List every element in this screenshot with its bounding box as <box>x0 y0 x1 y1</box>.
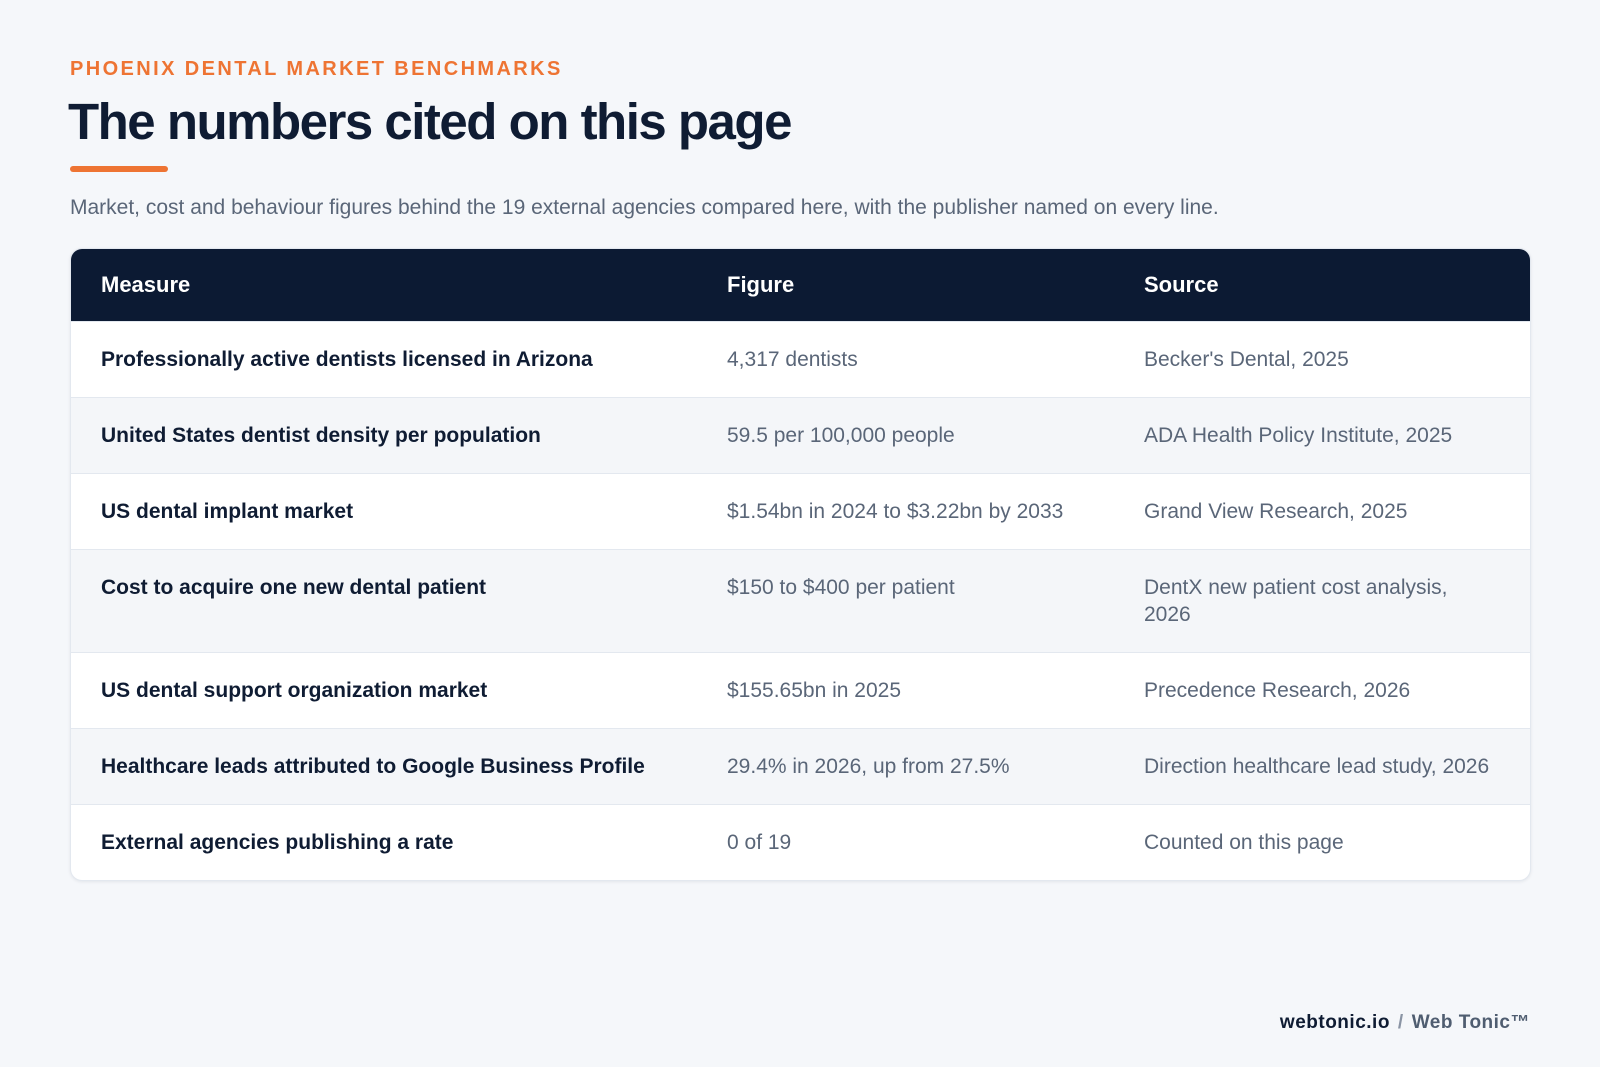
footer-brand: Web Tonic™ <box>1411 1012 1530 1033</box>
column-header: Source <box>1114 249 1530 322</box>
table-row: External agencies publishing a rate 0 of … <box>71 804 1530 880</box>
figure-cell: $1.54bn in 2024 to $3.22bn by 2033 <box>697 473 1114 550</box>
measure-cell: External agencies publishing a rate <box>71 804 697 880</box>
source-cell: DentX new patient cost analysis, 2026 <box>1114 549 1530 653</box>
figure-cell: $155.65bn in 2025 <box>697 652 1114 729</box>
source-cell: Direction healthcare lead study, 2026 <box>1114 728 1530 805</box>
title: The numbers cited on this page <box>68 93 792 150</box>
benchmarks-table: Measure Figure Source Professionally activ… <box>71 249 1530 880</box>
table-body: Professionally active dentists licensed … <box>71 321 1530 880</box>
header-row: Measure Figure Source <box>71 249 1530 322</box>
accent-bar <box>70 166 168 172</box>
source-cell: Precedence Research, 2026 <box>1114 652 1530 729</box>
footer-site: webtonic.io <box>1279 1012 1390 1033</box>
table-row: Cost to acquire one new dental patient $1… <box>71 549 1530 653</box>
footer-separator: / <box>1397 1012 1404 1033</box>
subtitle: Market, cost and behaviour figures behin… <box>70 196 1219 219</box>
table-row: US dental implant market $1.54bn in 2024 … <box>71 473 1530 550</box>
source-cell: Grand View Research, 2025 <box>1114 473 1530 550</box>
column-header: Figure <box>697 249 1114 322</box>
measure-cell: US dental implant market <box>71 473 697 550</box>
column-header: Measure <box>71 249 697 322</box>
measure-cell: Healthcare leads attributed to Google Bu… <box>71 728 697 805</box>
eyebrow: PHOENIX DENTAL MARKET BENCHMARKS <box>70 58 563 80</box>
source-cell: Becker's Dental, 2025 <box>1114 321 1530 398</box>
table-row: Healthcare leads attributed to Google Bu… <box>71 728 1530 805</box>
figure-cell: 59.5 per 100,000 people <box>697 397 1114 474</box>
figure-cell: 29.4% in 2026, up from 27.5% <box>697 728 1114 805</box>
figure-cell: 4,317 dentists <box>697 321 1114 398</box>
figure-cell: 0 of 19 <box>697 804 1114 880</box>
table-card: Measure Figure Source Professionally activ… <box>70 248 1531 881</box>
table-row: US dental support organization market $15… <box>71 652 1530 729</box>
figure-cell: $150 to $400 per patient <box>697 549 1114 653</box>
table-row: United States dentist density per popula… <box>71 397 1530 474</box>
source-cell: Counted on this page <box>1114 804 1530 880</box>
source-cell: ADA Health Policy Institute, 2025 <box>1114 397 1530 474</box>
footer: webtonic.io / Web Tonic™ <box>1280 1012 1530 1034</box>
measure-cell: Cost to acquire one new dental patient <box>71 549 697 653</box>
measure-cell: United States dentist density per popula… <box>71 397 697 474</box>
table-row: Professionally active dentists licensed … <box>71 321 1530 398</box>
measure-cell: Professionally active dentists licensed … <box>71 321 697 398</box>
measure-cell: US dental support organization market <box>71 652 697 729</box>
